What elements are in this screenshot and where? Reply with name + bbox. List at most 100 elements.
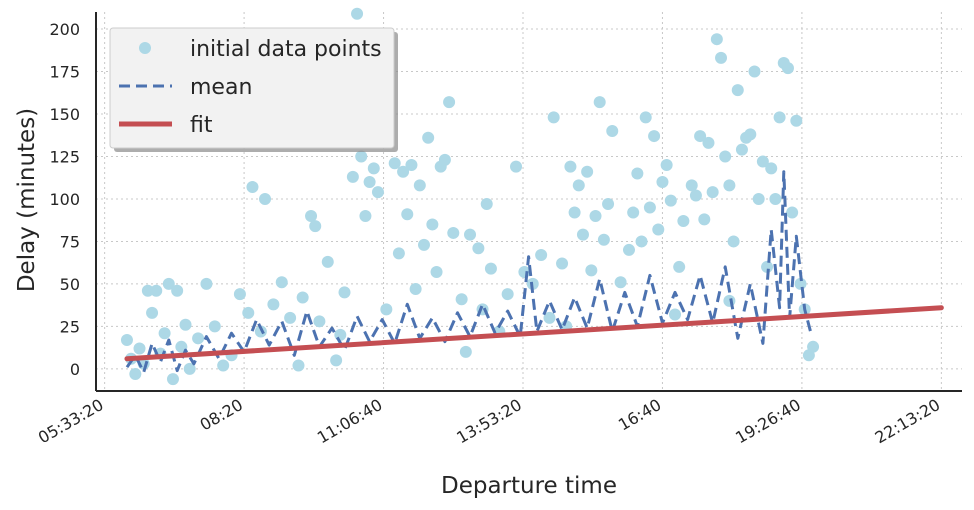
data-point — [660, 158, 673, 171]
data-point — [735, 143, 748, 156]
y-axis-label: Delay (minutes) — [14, 108, 40, 292]
data-point — [631, 167, 644, 180]
data-point — [731, 84, 744, 97]
data-point — [150, 284, 163, 297]
data-point — [564, 160, 577, 173]
data-point — [752, 192, 765, 205]
data-point — [141, 284, 154, 297]
y-tick-label: 50 — [60, 275, 80, 294]
axes — [95, 12, 962, 392]
data-point — [321, 255, 334, 268]
data-point — [664, 194, 677, 207]
data-point — [129, 368, 142, 381]
data-point — [296, 291, 309, 304]
data-point — [652, 223, 665, 236]
data-point — [183, 362, 196, 375]
data-point — [380, 303, 393, 316]
data-point — [643, 201, 656, 214]
data-point — [535, 249, 548, 262]
data-point — [606, 124, 619, 137]
data-point — [464, 228, 477, 241]
data-point — [192, 332, 205, 345]
data-point — [639, 111, 652, 124]
data-point — [765, 162, 778, 175]
y-tick-label: 200 — [49, 20, 80, 39]
data-point — [807, 340, 820, 353]
data-point — [627, 206, 640, 219]
data-point — [756, 155, 769, 168]
data-point — [572, 179, 585, 192]
data-point — [459, 345, 472, 358]
data-point — [351, 7, 364, 20]
data-point — [715, 51, 728, 64]
y-tick-label: 25 — [60, 317, 80, 336]
data-point — [581, 165, 594, 178]
legend-label-points: initial data points — [190, 37, 382, 62]
data-point — [585, 264, 598, 277]
data-point — [635, 235, 648, 248]
data-point — [355, 150, 368, 163]
data-point — [397, 165, 410, 178]
data-point — [242, 306, 255, 319]
y-tick-labels: 0 25 50 75 100 125 150 175 200 — [49, 20, 80, 379]
data-point — [409, 283, 422, 296]
data-point — [259, 192, 272, 205]
data-point — [217, 359, 230, 372]
data-point — [656, 175, 669, 188]
data-point — [790, 114, 803, 127]
data-point — [171, 284, 184, 297]
data-point — [727, 235, 740, 248]
data-point — [568, 206, 581, 219]
data-point — [602, 198, 615, 211]
data-point — [597, 233, 610, 246]
y-tick-label: 100 — [49, 190, 80, 209]
mean-line — [125, 170, 813, 374]
data-point — [405, 158, 418, 171]
data-point — [719, 150, 732, 163]
data-point — [179, 318, 192, 331]
data-point — [346, 170, 359, 183]
data-point — [388, 157, 401, 170]
data-point — [275, 276, 288, 289]
data-point — [547, 111, 560, 124]
data-point — [723, 294, 736, 307]
data-point — [614, 276, 627, 289]
data-point — [622, 243, 635, 256]
y-tick-label: 0 — [70, 360, 80, 379]
y-tick-label: 125 — [49, 147, 80, 166]
data-point — [698, 213, 711, 226]
data-point — [417, 238, 430, 251]
legend: initial data points mean fit — [109, 27, 398, 152]
fit-line — [124, 305, 944, 362]
data-point — [773, 111, 786, 124]
data-point — [158, 327, 171, 340]
data-point — [786, 206, 799, 219]
data-point — [120, 334, 133, 347]
legend-marker-points — [139, 42, 151, 54]
data-point — [769, 192, 782, 205]
data-point — [648, 130, 661, 143]
data-point — [292, 359, 305, 372]
data-point — [208, 320, 221, 333]
data-point — [710, 33, 723, 46]
data-point — [455, 293, 468, 306]
data-point — [166, 373, 179, 386]
data-point — [338, 286, 351, 299]
data-point — [313, 315, 326, 328]
data-point — [443, 96, 456, 109]
data-point — [761, 260, 774, 273]
data-point — [284, 311, 297, 324]
data-point — [309, 220, 322, 233]
data-point — [685, 179, 698, 192]
series-lines — [124, 170, 944, 374]
data-point — [363, 175, 376, 188]
data-point — [447, 226, 460, 239]
data-point — [677, 215, 690, 228]
y-tick-label: 75 — [60, 232, 80, 251]
data-point — [576, 228, 589, 241]
data-point — [413, 179, 426, 192]
data-point — [359, 209, 372, 222]
data-point — [430, 266, 443, 279]
data-point — [371, 186, 384, 199]
